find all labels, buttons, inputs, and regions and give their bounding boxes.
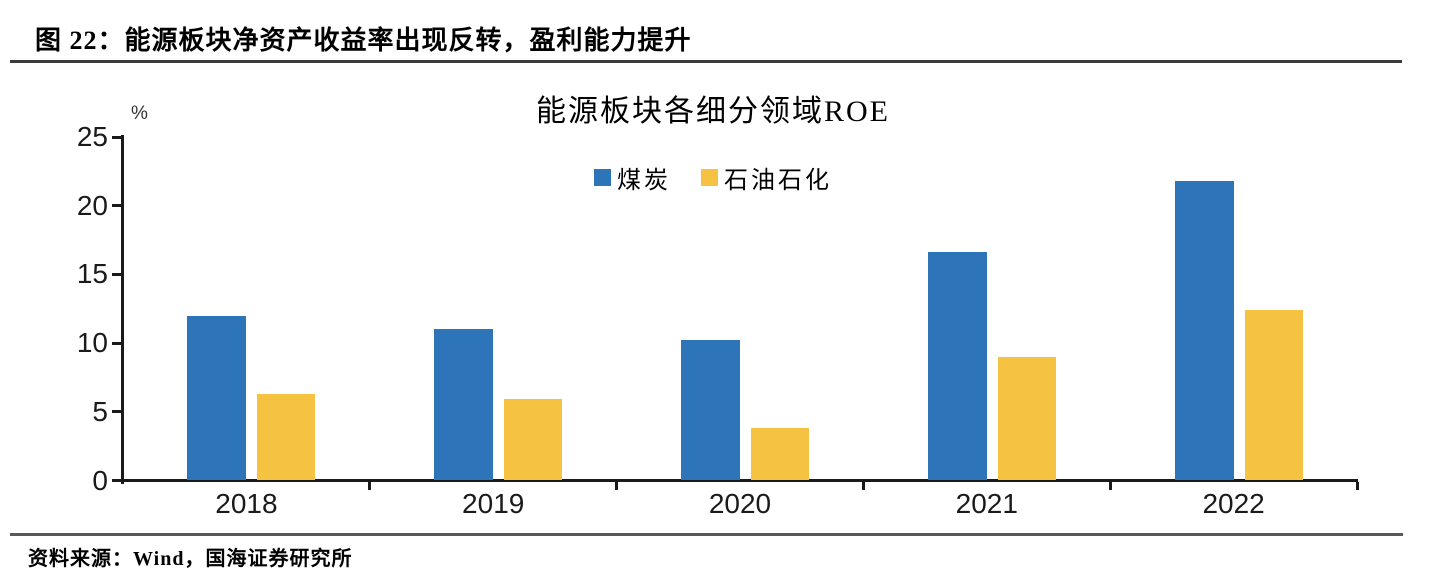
legend-swatch-coal xyxy=(594,169,611,186)
source-note: 资料来源：Wind，国海证券研究所 xyxy=(28,548,353,570)
chart-legend: 煤炭 石油石化 xyxy=(123,160,1303,195)
y-axis-tick xyxy=(112,341,121,345)
x-axis-tick xyxy=(1108,482,1112,490)
legend-item-coal: 煤炭 xyxy=(594,160,671,195)
legend-item-oil: 石油石化 xyxy=(701,160,832,195)
bar-coal-2021 xyxy=(927,252,987,481)
source-divider xyxy=(10,533,1403,536)
bar-oil-2018 xyxy=(257,393,316,481)
bar-coal-2022 xyxy=(1174,180,1234,481)
legend-label-coal: 煤炭 xyxy=(617,168,671,194)
x-axis-tick xyxy=(368,482,372,490)
y-axis-tick-label: 25 xyxy=(76,121,108,152)
x-axis-tick-label: 2022 xyxy=(1202,488,1265,519)
y-axis-line xyxy=(121,135,124,484)
y-axis-tick-label: 10 xyxy=(76,327,108,359)
caption-divider xyxy=(10,60,1402,63)
y-axis-unit-label: % xyxy=(131,103,148,124)
bar-coal-2020 xyxy=(681,340,740,481)
x-axis-tick-label: 2020 xyxy=(708,488,772,519)
y-axis-tick xyxy=(112,135,121,139)
bar-oil-2020 xyxy=(751,428,809,481)
bar-oil-2021 xyxy=(997,356,1056,481)
y-axis-tick xyxy=(112,204,121,208)
x-axis-tick xyxy=(1355,482,1359,490)
y-axis-tick xyxy=(112,272,121,276)
x-axis-line xyxy=(121,479,1358,482)
y-axis-tick-label: 15 xyxy=(76,258,108,290)
bar-coal-2018 xyxy=(187,315,247,481)
figure-caption: 图 22：能源板块净资产收益率出现反转，盈利能力提升 xyxy=(35,26,692,55)
x-axis-tick-label: 2021 xyxy=(955,488,1018,519)
y-axis-tick xyxy=(112,410,121,414)
y-axis-tick-label: 5 xyxy=(92,395,108,427)
bar-oil-2022 xyxy=(1244,310,1303,481)
bar-coal-2019 xyxy=(434,329,494,481)
y-axis-tick-label: 20 xyxy=(76,189,108,221)
x-axis-tick-label: 2019 xyxy=(462,488,525,519)
y-axis-tick xyxy=(112,479,121,482)
legend-swatch-oil xyxy=(701,169,718,186)
x-axis-tick xyxy=(615,482,619,490)
x-axis-tick xyxy=(861,482,865,490)
x-axis-tick-label: 2018 xyxy=(215,488,278,519)
bar-oil-2019 xyxy=(504,399,563,481)
chart-title: 能源板块各细分领域ROE xyxy=(536,95,890,128)
y-axis-tick-label: 0 xyxy=(92,464,108,496)
legend-label-oil: 石油石化 xyxy=(724,168,832,194)
